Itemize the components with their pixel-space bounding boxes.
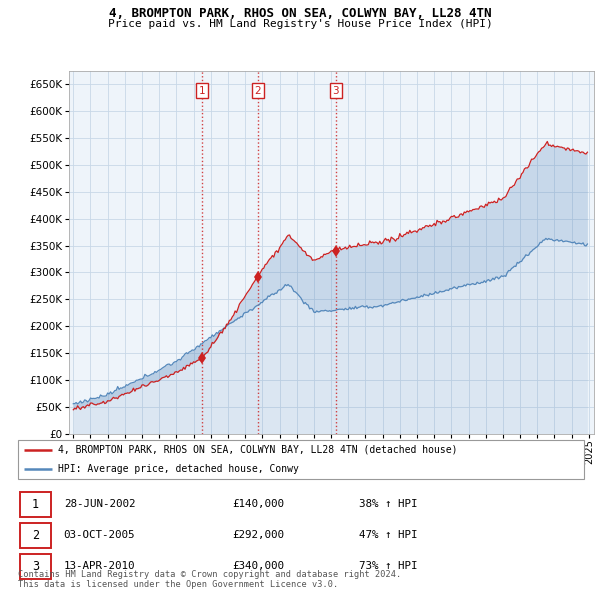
Text: £292,000: £292,000 — [233, 530, 285, 540]
FancyBboxPatch shape — [20, 523, 51, 548]
Text: 28-JUN-2002: 28-JUN-2002 — [64, 500, 135, 509]
Text: 1: 1 — [199, 86, 205, 96]
Text: 2: 2 — [255, 86, 262, 96]
Text: £340,000: £340,000 — [233, 562, 285, 571]
FancyBboxPatch shape — [20, 492, 51, 517]
Text: Contains HM Land Registry data © Crown copyright and database right 2024.
This d: Contains HM Land Registry data © Crown c… — [18, 570, 401, 589]
Text: 3: 3 — [332, 86, 339, 96]
Text: 47% ↑ HPI: 47% ↑ HPI — [359, 530, 418, 540]
Text: 03-OCT-2005: 03-OCT-2005 — [64, 530, 135, 540]
Text: 4, BROMPTON PARK, RHOS ON SEA, COLWYN BAY, LL28 4TN (detached house): 4, BROMPTON PARK, RHOS ON SEA, COLWYN BA… — [58, 445, 457, 455]
Text: 73% ↑ HPI: 73% ↑ HPI — [359, 562, 418, 571]
Text: 38% ↑ HPI: 38% ↑ HPI — [359, 500, 418, 509]
FancyBboxPatch shape — [20, 554, 51, 579]
Text: 3: 3 — [32, 560, 39, 573]
Text: 2: 2 — [32, 529, 39, 542]
Text: £140,000: £140,000 — [233, 500, 285, 509]
FancyBboxPatch shape — [18, 440, 584, 479]
Text: Price paid vs. HM Land Registry's House Price Index (HPI): Price paid vs. HM Land Registry's House … — [107, 19, 493, 29]
Text: 4, BROMPTON PARK, RHOS ON SEA, COLWYN BAY, LL28 4TN: 4, BROMPTON PARK, RHOS ON SEA, COLWYN BA… — [109, 7, 491, 20]
Text: 13-APR-2010: 13-APR-2010 — [64, 562, 135, 571]
Text: HPI: Average price, detached house, Conwy: HPI: Average price, detached house, Conw… — [58, 464, 299, 474]
Text: 1: 1 — [32, 498, 39, 511]
